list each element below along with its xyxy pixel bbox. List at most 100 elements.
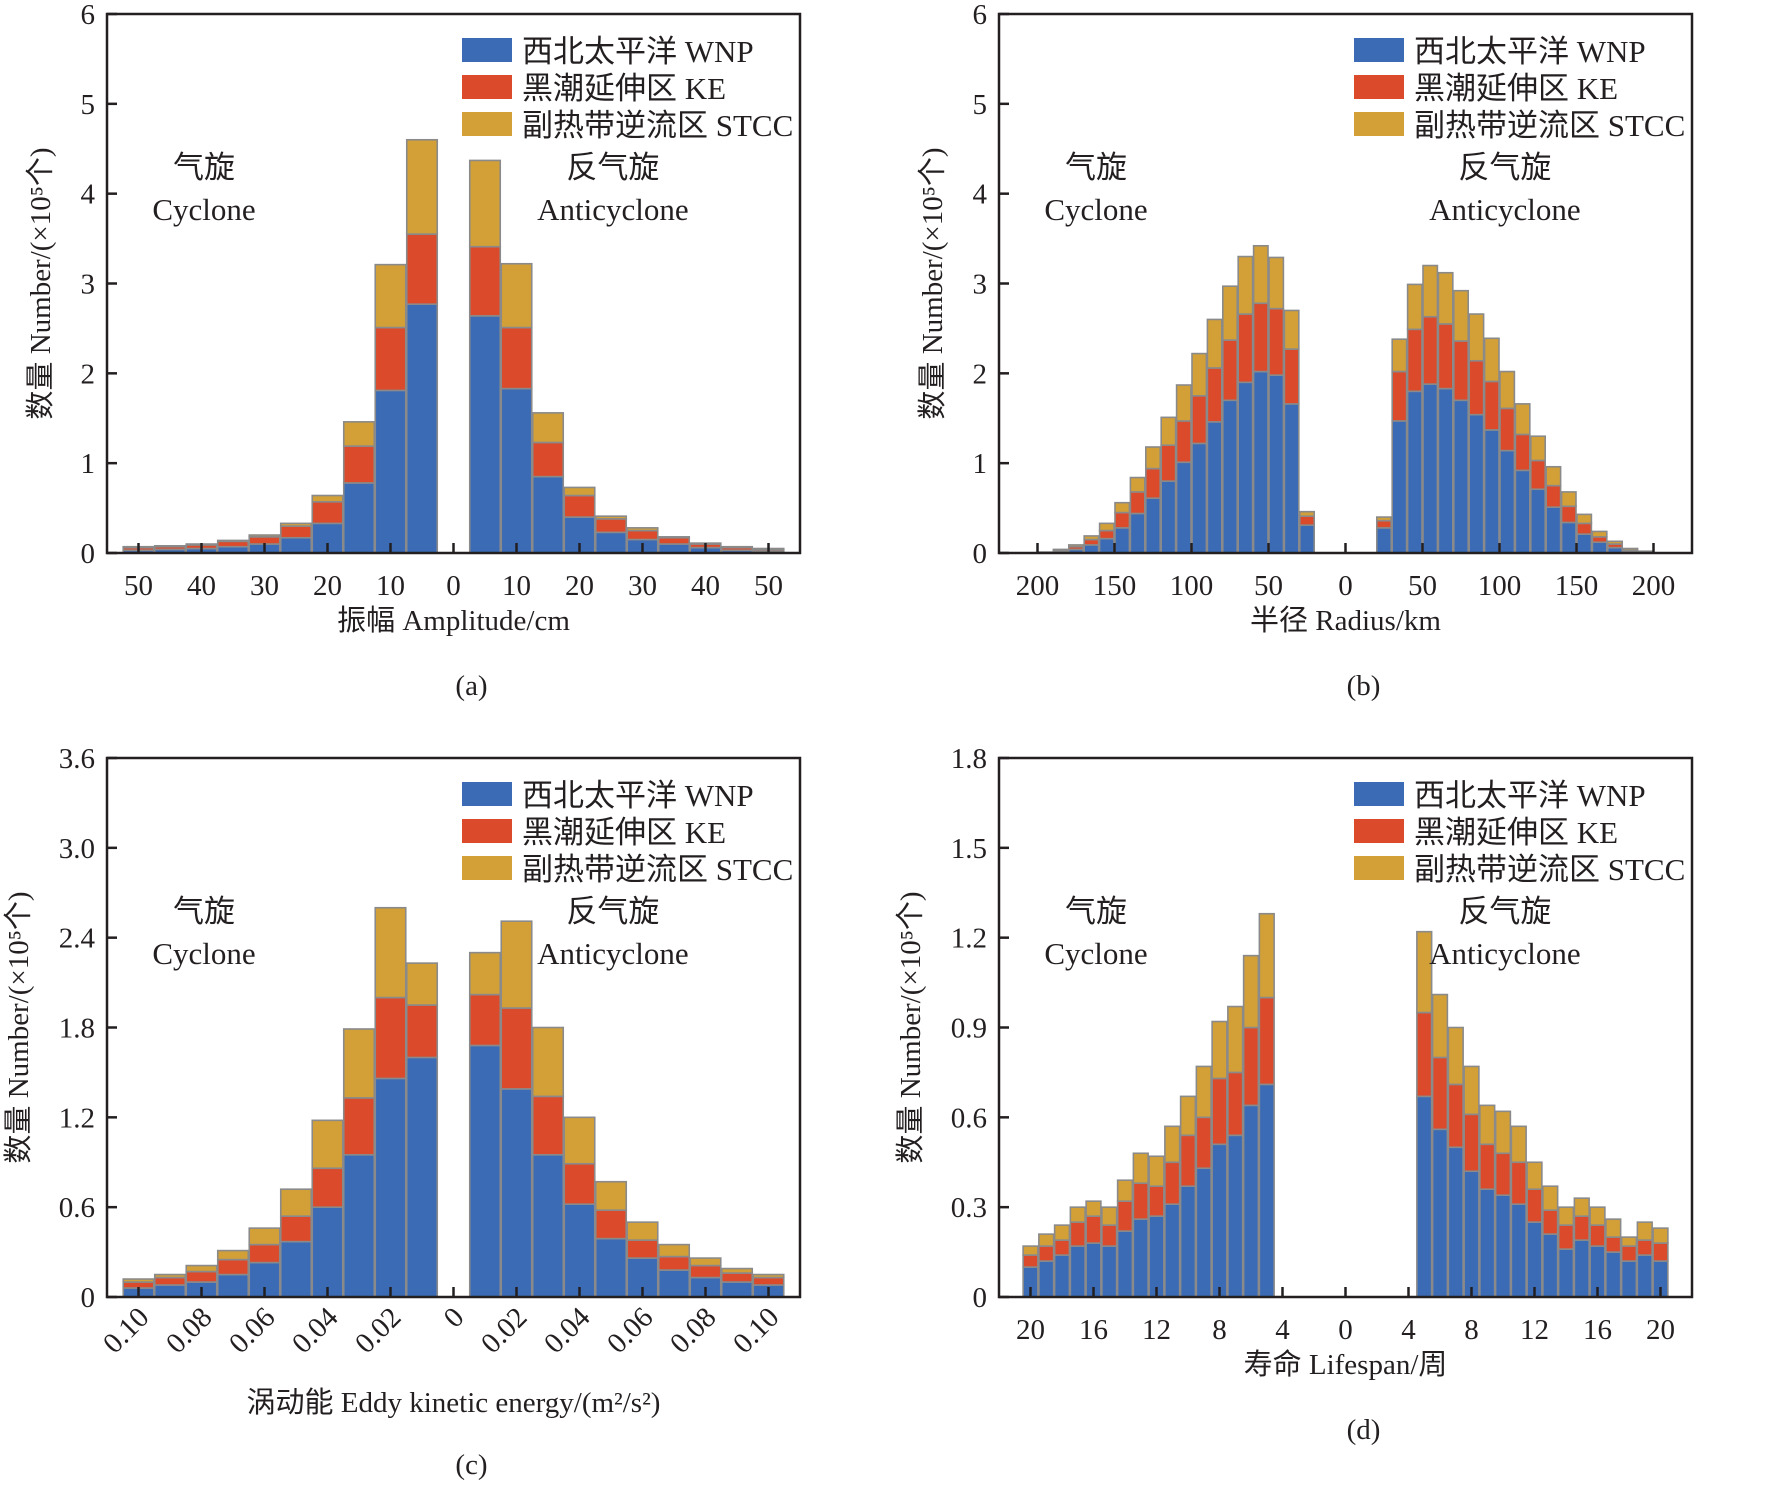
- x-tick-label: 0.02: [475, 1301, 534, 1360]
- anticyclone-label-cn: 反气旋: [1458, 894, 1551, 929]
- x-tick-label: 50: [124, 570, 153, 602]
- legend-label: 西北太平洋 WNP: [522, 778, 754, 813]
- x-tick-label: 0.06: [601, 1301, 660, 1360]
- bar-segment-anticyclone-bars-2-wnp: [1447, 1146, 1464, 1298]
- bar-segment-cyclone-bars-11-wnp: [1206, 421, 1223, 554]
- legend-swatch-ke: [1354, 819, 1404, 843]
- y-tick-label: 1.8: [951, 744, 987, 775]
- bar-segment-anticyclone-bars-2-wnp: [531, 475, 565, 554]
- bar-segment-cyclone-bars-8-wnp: [1148, 1215, 1165, 1298]
- bar-segment-cyclone-bars-3-ke: [1069, 1221, 1086, 1247]
- bar-segment-cyclone-bars-16-ke: [1283, 348, 1300, 405]
- bar-segment-anticyclone-bars-4-wnp: [594, 1237, 628, 1298]
- bar-segment-cyclone-bars-8-stcc: [374, 263, 407, 329]
- bar-segment-anticyclone-bars-1-ke: [500, 1007, 533, 1090]
- bar-segment-anticyclone-bars-10-ke: [1573, 1215, 1590, 1241]
- bar-segment-cyclone-bars-5-ke: [279, 525, 313, 539]
- bar-segment-anticyclone-bars-1-stcc: [500, 920, 533, 1009]
- bar-segment-anticyclone-bars-6-ke: [1510, 1161, 1527, 1205]
- bar-segment-anticyclone-bars-0-wnp: [468, 315, 502, 554]
- bar-segment-cyclone-bars-9-stcc: [1164, 1125, 1181, 1164]
- legend-label: 黑潮延伸区 KE: [522, 71, 726, 106]
- x-tick-label: 0.08: [160, 1301, 219, 1360]
- bar-segment-anticyclone-bars-7-stcc: [1483, 337, 1500, 383]
- x-tick-label: 20: [313, 570, 342, 602]
- bar-segment-anticyclone-bars-0-ke: [468, 245, 502, 317]
- bar-segment-cyclone-bars-13-stcc: [1227, 1005, 1244, 1074]
- bar-segment-cyclone-bars-1-stcc: [1038, 1233, 1055, 1247]
- bar-segment-anticyclone-bars-13-ke: [1620, 1245, 1638, 1262]
- bar-segment-cyclone-bars-1-stcc: [1052, 548, 1069, 552]
- bar-segment-anticyclone-bars-6-wnp: [1468, 413, 1485, 554]
- bar-segment-cyclone-bars-6-ke: [311, 500, 344, 525]
- y-tick-label: 1: [973, 448, 988, 480]
- bar-segment-cyclone-bars-12-wnp: [1211, 1143, 1228, 1298]
- bar-segment-anticyclone-bars-16-stcc: [1622, 547, 1639, 552]
- bar-segment-cyclone-bars-8-wnp: [374, 1077, 407, 1298]
- bar-segment-cyclone-bars-9-stcc: [405, 962, 439, 1006]
- bar-segment-anticyclone-bars-0-ke: [468, 993, 502, 1047]
- bar-segment-cyclone-bars-4-ke: [1085, 1215, 1102, 1244]
- bar-segment-cyclone-bars-1-wnp: [153, 1284, 187, 1298]
- bar-segment-anticyclone-bars-5-ke: [1452, 340, 1469, 402]
- bar-segment-anticyclone-bars-3-stcc: [1463, 1065, 1480, 1116]
- anticyclone-label-en: Anticyclone: [537, 192, 689, 227]
- y-tick-label: 0: [973, 538, 988, 570]
- bar-segment-cyclone-bars-14-stcc: [1242, 954, 1260, 1029]
- bar-segment-cyclone-bars-1-stcc: [153, 545, 187, 548]
- bar-segment-anticyclone-bars-14-ke: [1591, 536, 1608, 544]
- chart-a: 0 1 2 3 4 5 6 50 40 30 20 10 0 10 20 30 40 50 振幅 Amplitude…: [24, 0, 802, 702]
- legend-swatch-wnp: [462, 782, 512, 806]
- x-tick-label: 8: [1212, 1314, 1227, 1346]
- bar-segment-cyclone-bars-5-stcc: [279, 1188, 313, 1217]
- bar-segment-cyclone-bars-7-stcc: [342, 421, 376, 447]
- bar-segment-cyclone-bars-6-stcc: [1129, 476, 1146, 493]
- bar-segment-cyclone-bars-7-stcc: [342, 1028, 376, 1099]
- bar-segment-anticyclone-bars-2-ke: [531, 1095, 565, 1156]
- figure-caption: (a): [455, 670, 487, 702]
- x-tick-label: 200: [1632, 570, 1676, 602]
- bar-segment-cyclone-bars-14-stcc: [1252, 244, 1269, 305]
- x-axis-title: 寿命 Lifespan/周: [1244, 1348, 1448, 1381]
- bar-segment-cyclone-bars-6-wnp: [311, 1206, 344, 1298]
- bar-segment-cyclone-bars-10-wnp: [1179, 1185, 1197, 1298]
- legend-swatch-ke: [462, 75, 512, 99]
- y-tick-label: 2: [81, 358, 96, 390]
- bar-segment-anticyclone-bars-1-wnp: [500, 1088, 533, 1298]
- bar-segment-cyclone-bars-5-wnp: [1101, 1245, 1118, 1298]
- x-tick-label: 0: [1338, 570, 1353, 602]
- legend-swatch-ke: [1354, 75, 1404, 99]
- bar-segment-cyclone-bars-8-ke: [1160, 444, 1177, 482]
- y-axis-title: 数量 Number/(×10⁵个): [2, 891, 35, 1163]
- bar-segment-cyclone-bars-12-stcc: [1211, 1020, 1228, 1080]
- legend-swatch-ke: [462, 819, 512, 843]
- bar-segment-cyclone-bars-7-wnp: [342, 482, 376, 554]
- bar-segment-anticyclone-bars-3-stcc: [563, 486, 596, 497]
- bar-segment-cyclone-bars-9-ke: [405, 1004, 439, 1059]
- bar-segment-anticyclone-bars-10-wnp: [1529, 488, 1546, 554]
- bar-segment-cyclone-bars-5-wnp: [1114, 527, 1131, 554]
- bar-segment-anticyclone-bars-12-wnp: [1605, 1251, 1622, 1298]
- bar-segment-anticyclone-bars-15-stcc: [1652, 1227, 1669, 1244]
- bar-segment-cyclone-bars-9-ke: [1175, 420, 1192, 464]
- bar-segment-anticyclone-bars-9-wnp: [1557, 1248, 1575, 1298]
- bar-segment-cyclone-bars-7-ke: [342, 1097, 376, 1156]
- bar-segment-cyclone-bars-2-stcc: [1068, 544, 1085, 548]
- bar-segment-anticyclone-bars-9-ke: [1557, 1224, 1575, 1250]
- legend-label: 副热带逆流区 STCC: [1414, 852, 1685, 887]
- bar-segment-cyclone-bars-15-stcc: [1258, 912, 1275, 999]
- legend-label: 西北太平洋 WNP: [522, 34, 754, 69]
- panel-d: 0 0.3 0.6 0.9 1.2 1.5 1.8 20 16 12 8 4 0 4 8 12 16 20 寿命 L…: [892, 744, 1784, 1488]
- bar-segment-anticyclone-bars-13-stcc: [1576, 513, 1593, 525]
- bar-segment-anticyclone-bars-5-ke: [626, 1239, 659, 1259]
- bar-segment-anticyclone-bars-6-wnp: [657, 543, 691, 554]
- y-tick-label: 3: [81, 269, 96, 301]
- bar-segment-anticyclone-bars-6-stcc: [1468, 313, 1485, 362]
- bar-segment-cyclone-bars-6-wnp: [1129, 512, 1146, 554]
- panel-a: 0 1 2 3 4 5 6 50 40 30 20 10 0 10 20 30 40 50 振幅 Amplitude…: [0, 0, 892, 744]
- x-tick-label: 50: [1408, 570, 1437, 602]
- bar-segment-cyclone-bars-3-wnp: [1069, 1245, 1086, 1298]
- bar-segment-anticyclone-bars-8-ke: [1499, 407, 1516, 452]
- bar-segment-anticyclone-bars-8-ke: [1542, 1209, 1559, 1235]
- bar-segment-anticyclone-bars-13-wnp: [1620, 1260, 1638, 1298]
